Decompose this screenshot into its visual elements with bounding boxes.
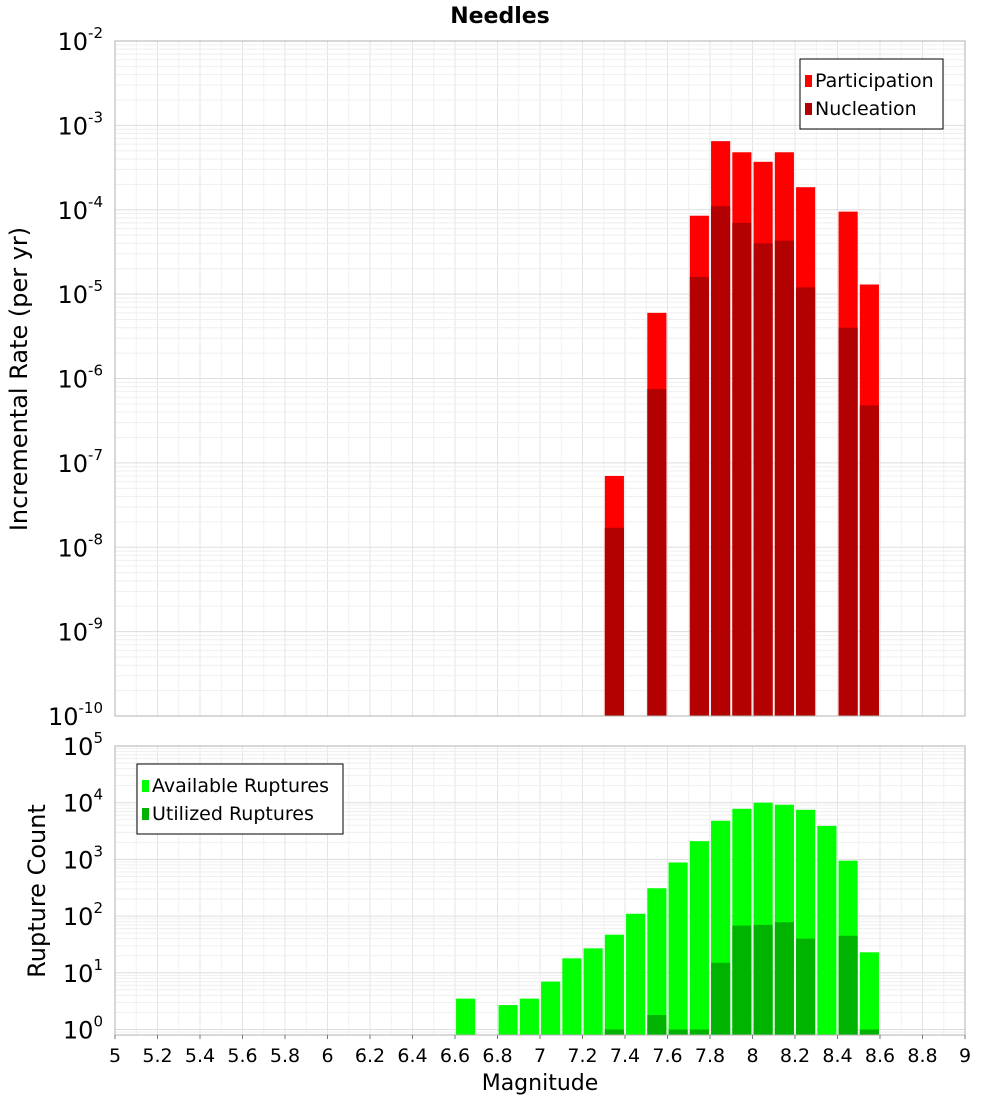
utilized-ruptures-bar [668, 1029, 688, 1035]
utilized-ruptures-bar [753, 924, 773, 1035]
bottom-y-tick-label: 103 [63, 842, 103, 874]
x-tick-label: 8.6 [865, 1045, 895, 1067]
utilized-ruptures-bar [796, 938, 816, 1035]
legend-label: Utilized Ruptures [152, 803, 314, 825]
legend-swatch [805, 75, 812, 87]
legend-swatch [805, 103, 812, 115]
nucleation-bar [796, 287, 816, 716]
x-tick-label: 5.8 [270, 1045, 300, 1067]
utilized-ruptures-bar [647, 1015, 667, 1035]
top-y-tick-label: 10-4 [57, 193, 103, 225]
available-ruptures-bar [519, 998, 539, 1035]
bottom-y-tick-label: 101 [63, 956, 103, 988]
utilized-ruptures-bar [859, 1029, 879, 1035]
bottom-legend [136, 763, 344, 835]
x-tick-label: 5.2 [142, 1045, 172, 1067]
top-y-tick-label: 10-6 [57, 362, 103, 394]
nucleation-bar [774, 240, 794, 717]
nucleation-bar [711, 206, 731, 716]
available-ruptures-bar [859, 952, 879, 1035]
x-tick-label: 6 [321, 1045, 333, 1067]
utilized-ruptures-bar [711, 962, 731, 1035]
utilized-ruptures-bar [604, 1029, 624, 1035]
legend-label: Participation [815, 70, 934, 92]
available-ruptures-bar [817, 825, 837, 1035]
x-tick-label: 7.8 [695, 1045, 725, 1067]
legend-label: Nucleation [815, 98, 917, 120]
available-ruptures-bar [541, 981, 561, 1035]
x-tick-label: 6.4 [397, 1045, 427, 1067]
nucleation-bar [859, 405, 879, 716]
available-ruptures-bar [604, 934, 624, 1035]
x-tick-label: 5.4 [185, 1045, 215, 1067]
x-tick-label: 8.4 [822, 1045, 852, 1067]
x-tick-label: 6.8 [482, 1045, 512, 1067]
available-ruptures-bar [626, 913, 646, 1035]
top-y-tick-label: 10-9 [57, 615, 103, 647]
utilized-ruptures-bar [732, 925, 752, 1035]
top-y-tick-label: 10-3 [57, 108, 103, 140]
top-y-tick-label: 10-5 [57, 277, 103, 309]
available-ruptures-bar [689, 841, 709, 1035]
top-y-tick-label: 10-2 [57, 24, 103, 56]
x-tick-label: 7.2 [567, 1045, 597, 1067]
x-tick-label: 7 [534, 1045, 546, 1067]
available-ruptures-bar [668, 862, 688, 1035]
chart-title: Needles [450, 4, 550, 29]
top-y-axis-label: Incremental Rate (per yr) [5, 227, 33, 531]
x-tick-label: 9 [959, 1045, 971, 1067]
legend-label: Available Ruptures [152, 775, 329, 797]
nucleation-bar [753, 243, 773, 717]
nucleation-bar [689, 276, 709, 716]
top-y-tick-label: 10-8 [57, 530, 103, 562]
x-tick-label: 7.4 [610, 1045, 640, 1067]
available-ruptures-bar [647, 888, 667, 1035]
x-tick-label: 8.8 [907, 1045, 937, 1067]
bottom-y-tick-label: 100 [63, 1013, 103, 1045]
legend-swatch [142, 808, 149, 820]
top-y-tick-label: 10-7 [57, 446, 103, 478]
available-ruptures-bar [456, 998, 476, 1035]
x-tick-label: 6.2 [355, 1045, 385, 1067]
available-ruptures-bar [498, 1005, 518, 1035]
top-legend [799, 58, 944, 130]
utilized-ruptures-bar [838, 935, 858, 1035]
x-tick-label: 7.6 [652, 1045, 682, 1067]
x-tick-label: 6.6 [440, 1045, 470, 1067]
x-tick-label: 5.6 [227, 1045, 257, 1067]
x-tick-label: 8 [746, 1045, 758, 1067]
x-tick-label: 8.2 [780, 1045, 810, 1067]
nucleation-bar [732, 222, 752, 716]
nucleation-bar [604, 527, 624, 716]
x-tick-label: 5 [109, 1045, 121, 1067]
legend-swatch [142, 780, 149, 792]
bottom-y-tick-label: 102 [63, 899, 103, 931]
available-ruptures-bar [583, 948, 603, 1035]
available-ruptures-bar [562, 958, 582, 1035]
nucleation-bar [838, 327, 858, 716]
utilized-ruptures-bar [774, 922, 794, 1035]
x-axis-label: Magnitude [482, 1071, 599, 1096]
top-plot-frame [114, 40, 966, 717]
utilized-ruptures-bar [689, 1029, 709, 1035]
nucleation-bar [647, 389, 667, 716]
bottom-y-tick-label: 104 [63, 786, 103, 818]
bottom-y-axis-label: Rupture Count [23, 804, 51, 978]
top-y-tick-label: 10-10 [48, 699, 103, 731]
bottom-y-tick-label: 105 [63, 729, 103, 761]
